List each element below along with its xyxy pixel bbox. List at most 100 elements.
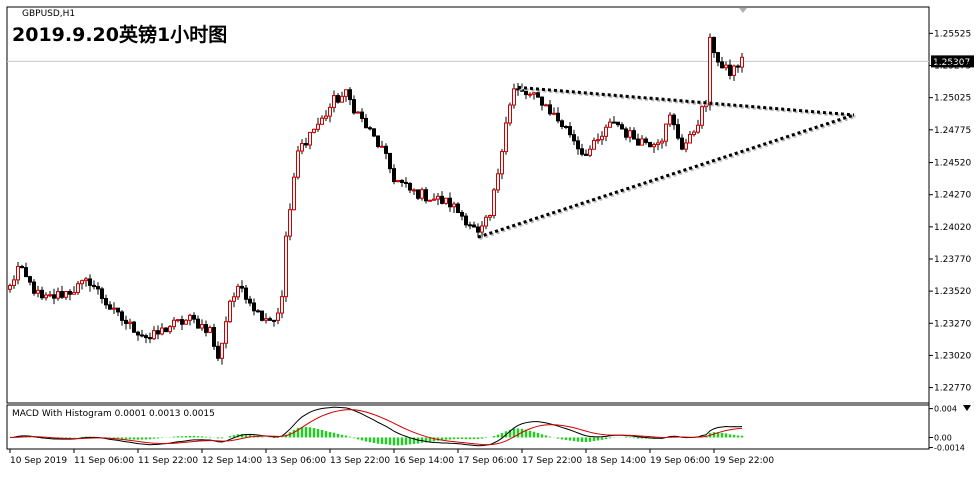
candle-body bbox=[32, 281, 36, 294]
candle-body bbox=[196, 318, 200, 329]
candle-body bbox=[120, 311, 124, 321]
x-tick-label: 13 Sep 06:00 bbox=[266, 456, 326, 466]
candle-body bbox=[260, 310, 264, 321]
candle-body bbox=[348, 89, 352, 101]
candle-body bbox=[144, 335, 148, 339]
candle-body bbox=[360, 111, 364, 119]
candle-body bbox=[272, 319, 276, 322]
candle-body bbox=[220, 342, 224, 359]
candle-body bbox=[96, 286, 100, 290]
candle-body bbox=[64, 291, 68, 298]
candle-body bbox=[252, 302, 256, 312]
candle-body bbox=[536, 92, 540, 98]
y-tick-label: 1.25025 bbox=[934, 94, 971, 104]
y-tick-label: 1.25525 bbox=[934, 29, 971, 39]
candle-body bbox=[500, 151, 504, 175]
candle-body bbox=[212, 327, 216, 347]
candle-body bbox=[72, 291, 76, 295]
candle-body bbox=[728, 64, 732, 76]
candle-body bbox=[180, 319, 184, 325]
y-tick-label: 1.23270 bbox=[934, 319, 971, 329]
candle-body bbox=[300, 143, 304, 152]
candle-body bbox=[176, 319, 180, 322]
x-tick-label: 19 Sep 22:00 bbox=[714, 456, 774, 466]
candle-body bbox=[636, 138, 640, 146]
candle-body bbox=[684, 142, 688, 150]
candle-body bbox=[736, 65, 740, 68]
candle-body bbox=[580, 148, 584, 155]
candle-body bbox=[8, 284, 12, 290]
candle-body bbox=[676, 124, 680, 139]
candle-body bbox=[516, 88, 520, 91]
candle-body bbox=[584, 153, 588, 156]
candle-body bbox=[696, 124, 700, 133]
candle-body bbox=[356, 111, 360, 114]
candle-body bbox=[184, 319, 188, 325]
candle-body bbox=[656, 142, 660, 146]
candle-body bbox=[708, 36, 712, 106]
triangle-upper-trendline bbox=[517, 85, 855, 117]
candle-body bbox=[440, 195, 444, 204]
candle-body bbox=[140, 334, 144, 337]
candle-body bbox=[648, 141, 652, 148]
candle-body bbox=[616, 121, 620, 126]
candle-body bbox=[688, 134, 692, 144]
candle-body bbox=[476, 226, 480, 233]
candle-body bbox=[36, 289, 40, 294]
candle-body bbox=[680, 137, 684, 150]
y-tick-label: 1.23770 bbox=[934, 255, 971, 265]
candle-body bbox=[284, 235, 288, 298]
candle-body bbox=[392, 168, 396, 183]
candle-body bbox=[540, 96, 544, 106]
candle-body bbox=[136, 331, 140, 336]
candle-body bbox=[672, 114, 676, 126]
candle-body bbox=[596, 139, 600, 142]
candle-body bbox=[420, 189, 424, 199]
candle-body bbox=[412, 189, 416, 192]
candle-body bbox=[364, 117, 368, 129]
current-price-label: 1.25307 bbox=[933, 58, 970, 68]
candle-body bbox=[268, 318, 272, 321]
y-tick-label: 1.24520 bbox=[934, 159, 971, 169]
candle-body bbox=[464, 215, 468, 226]
candle-body bbox=[56, 291, 60, 299]
candle-body bbox=[240, 285, 244, 289]
candle-body bbox=[720, 61, 724, 69]
candle-body bbox=[316, 123, 320, 130]
candle-body bbox=[108, 304, 112, 310]
candle-body bbox=[532, 92, 536, 95]
current-price-box bbox=[931, 55, 974, 68]
candle-body bbox=[20, 265, 24, 269]
candle-body bbox=[340, 95, 344, 103]
candle-body bbox=[376, 135, 380, 147]
candle-body bbox=[208, 327, 212, 333]
macd-y-tick-label: -0.0014 bbox=[934, 444, 965, 453]
candle-body bbox=[344, 89, 348, 97]
x-tick-label: 11 Sep 06:00 bbox=[74, 456, 134, 466]
candle-body bbox=[552, 112, 556, 115]
candle-body bbox=[548, 104, 552, 115]
candle-body bbox=[388, 152, 392, 170]
candle-body bbox=[668, 114, 672, 125]
x-tick-label: 11 Sep 22:00 bbox=[138, 456, 198, 466]
x-tick-label: 10 Sep 2019 bbox=[10, 456, 67, 466]
candle-body bbox=[88, 278, 92, 286]
signal-line bbox=[9, 409, 743, 446]
candle-body bbox=[48, 294, 52, 297]
candle-body bbox=[564, 126, 568, 129]
price-plot-border bbox=[6, 6, 930, 404]
candle-body bbox=[508, 104, 512, 124]
candle-body bbox=[224, 321, 228, 344]
candle-body bbox=[568, 126, 572, 136]
candle-body bbox=[416, 189, 420, 199]
candle-body bbox=[80, 280, 84, 285]
candle-body bbox=[16, 265, 20, 281]
candle-body bbox=[404, 181, 408, 184]
candle-body bbox=[232, 296, 236, 302]
candle-body bbox=[664, 123, 668, 142]
candle-body bbox=[488, 215, 492, 218]
candle-body bbox=[104, 297, 108, 306]
candle-body bbox=[512, 88, 516, 106]
candle-body bbox=[460, 211, 464, 217]
candle-body bbox=[308, 131, 312, 146]
